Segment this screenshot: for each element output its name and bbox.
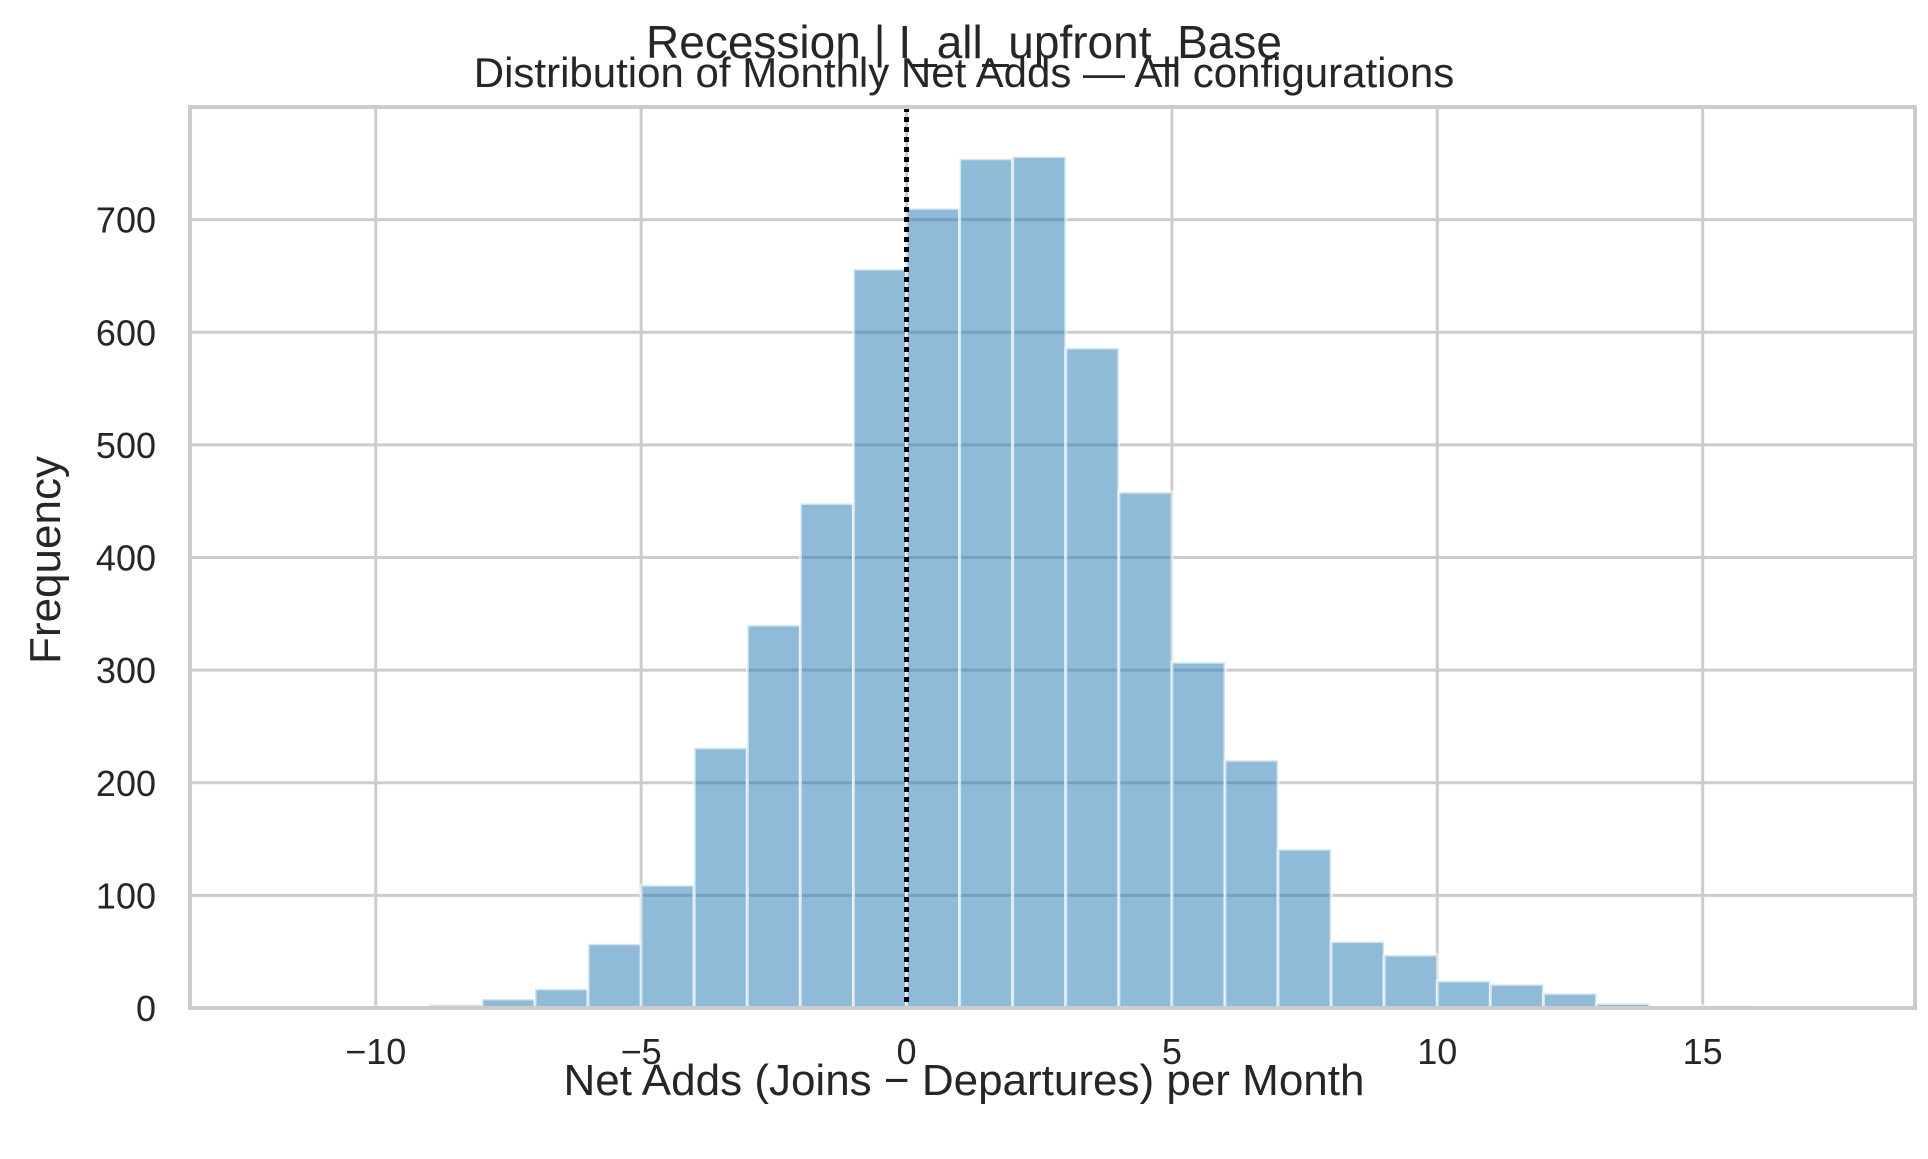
x-tick-label: 15 (1683, 1031, 1723, 1072)
histogram-bar (958, 157, 1015, 1010)
y-tick-label: 500 (96, 425, 156, 466)
histogram-bar (1276, 847, 1333, 1010)
histogram-bar (1011, 155, 1068, 1010)
y-tick-label: 100 (96, 875, 156, 916)
x-axis-ticks: −10 −5 0 5 10 15 (345, 1031, 1722, 1072)
histogram-bar (1064, 346, 1121, 1010)
histogram-bar (905, 206, 962, 1010)
histogram-bar (533, 987, 590, 1010)
histogram-bar (1170, 660, 1227, 1010)
y-tick-label: 200 (96, 763, 156, 804)
x-tick-label: 10 (1417, 1031, 1457, 1072)
histogram-bar (639, 883, 696, 1010)
histogram-bar (798, 501, 855, 1010)
y-axis-label: Frequency (21, 456, 70, 664)
histogram-bar (1488, 982, 1545, 1010)
y-tick-label: 400 (96, 538, 156, 579)
chart-title: Distribution of Monthly Net Adds — All c… (474, 49, 1454, 96)
y-tick-label: 300 (96, 650, 156, 691)
histogram-bar (1541, 991, 1599, 1010)
x-tick-label: −10 (345, 1031, 406, 1072)
histogram-bar (1329, 940, 1386, 1010)
y-tick-label: 600 (96, 312, 156, 353)
histogram-bar (1435, 979, 1492, 1010)
y-tick-label: 700 (96, 200, 156, 241)
y-tick-label: 0 (136, 988, 156, 1029)
plot-frame (188, 105, 1917, 1010)
histogram-bars (268, 155, 1864, 1010)
figure-suptitle: Recession | I_all_upfront_Base (646, 16, 1282, 68)
x-tick-label: 0 (897, 1031, 917, 1072)
histogram-bar (745, 623, 802, 1010)
histogram-bar (1223, 758, 1280, 1010)
x-tick-label: −5 (621, 1031, 662, 1072)
y-axis-ticks: 0 100 200 300 400 500 600 700 (96, 200, 156, 1029)
histogram-bar (851, 267, 909, 1010)
x-tick-label: 5 (1162, 1031, 1182, 1072)
histogram-bar (1382, 953, 1439, 1010)
x-axis-label: Net Adds (Joins − Departures) per Month (564, 1056, 1365, 1105)
histogram-bar (586, 942, 643, 1010)
histogram-bar (692, 746, 749, 1010)
histogram-bar (1117, 490, 1174, 1010)
